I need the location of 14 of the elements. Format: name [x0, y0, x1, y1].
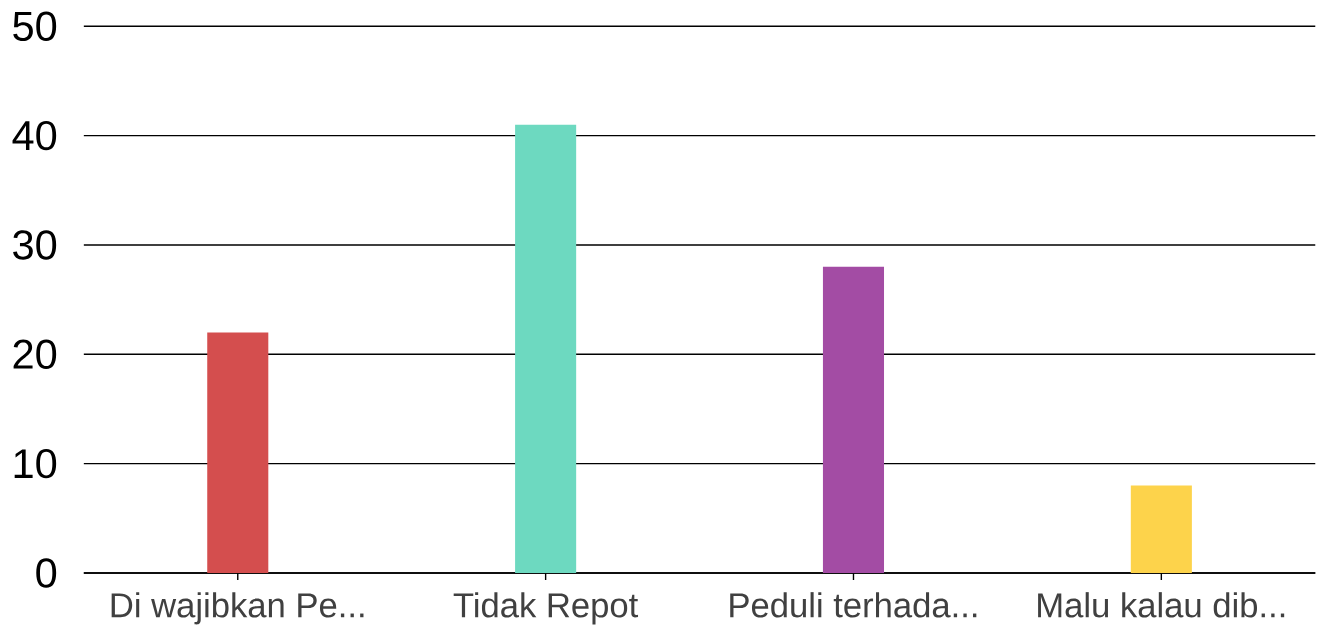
- x-tick-label: Di wajibkan Pe...: [111, 592, 364, 625]
- y-tick-label: 0: [36, 558, 57, 588]
- bar: [822, 266, 885, 573]
- y-tick-label: 50: [13, 11, 57, 41]
- x-tick-label: Peduli terhada...: [730, 592, 977, 618]
- bar: [1130, 485, 1192, 573]
- x-tick-label: Tidak Repot: [453, 592, 639, 625]
- bar: [207, 332, 269, 573]
- y-tick-label: 10: [14, 448, 57, 479]
- y-tick-label: 20: [13, 339, 57, 369]
- y-tick-label: 30: [13, 230, 57, 260]
- y-tick-label: 40: [12, 120, 57, 151]
- bar: [515, 124, 577, 573]
- x-tick-label: Malu kalau dib...: [1038, 592, 1285, 618]
